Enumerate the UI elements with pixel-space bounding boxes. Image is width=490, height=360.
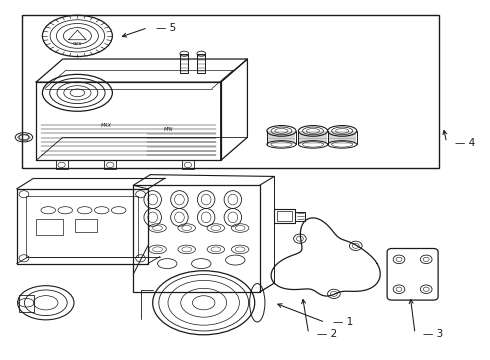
FancyBboxPatch shape <box>387 248 438 300</box>
Text: — 2: — 2 <box>317 329 337 339</box>
Text: MAX: MAX <box>101 123 112 128</box>
Bar <box>133 185 260 292</box>
Bar <box>294 212 305 221</box>
Bar <box>75 219 97 231</box>
Text: — 5: — 5 <box>156 23 176 33</box>
Bar <box>17 189 148 264</box>
Bar <box>182 161 194 169</box>
Bar <box>104 161 116 169</box>
Bar <box>197 54 205 73</box>
Text: MIN: MIN <box>164 127 173 132</box>
Bar <box>55 161 68 169</box>
Bar <box>36 219 63 235</box>
Bar <box>22 14 440 167</box>
Text: — 3: — 3 <box>423 329 443 339</box>
Bar <box>276 211 292 221</box>
Bar <box>19 294 34 312</box>
Text: — 1: — 1 <box>333 317 354 327</box>
Bar <box>180 54 188 73</box>
Text: — 4: — 4 <box>455 138 475 148</box>
Bar <box>26 196 138 257</box>
Text: DATA: DATA <box>73 42 82 46</box>
Bar <box>274 209 294 223</box>
